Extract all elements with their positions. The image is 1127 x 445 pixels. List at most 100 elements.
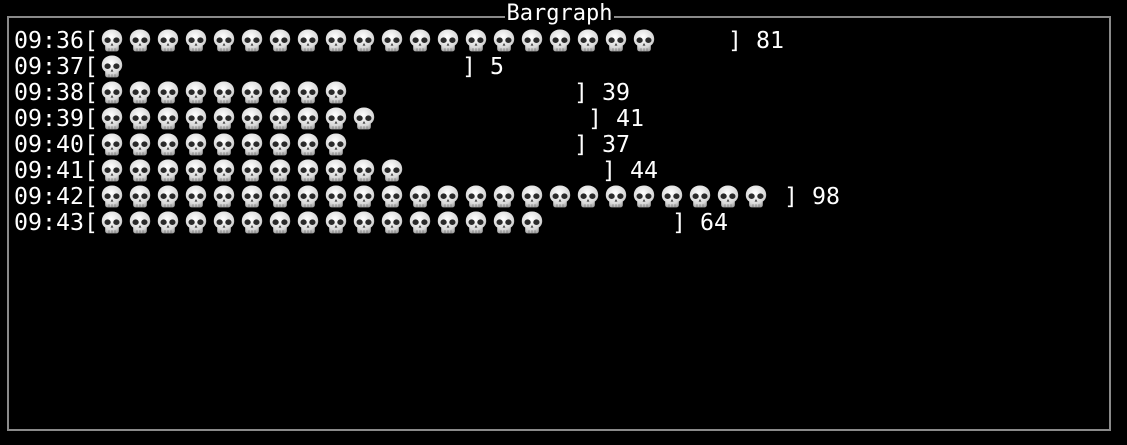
bar-padding bbox=[574, 106, 588, 132]
skull-icon bbox=[98, 54, 126, 80]
row-value: 41 bbox=[616, 105, 644, 132]
bar-padding bbox=[406, 158, 420, 184]
bar-padding bbox=[308, 54, 322, 80]
bar-padding bbox=[378, 106, 392, 132]
skull-icon bbox=[714, 184, 742, 210]
bar-row: 09:40[] 37 bbox=[14, 132, 840, 158]
bar-padding bbox=[364, 80, 378, 106]
bar-padding bbox=[406, 106, 420, 132]
skull-icon bbox=[294, 80, 322, 106]
bar-padding bbox=[686, 28, 700, 54]
skull-icon bbox=[154, 158, 182, 184]
bar-row: 09:41[] 44 bbox=[14, 158, 840, 184]
skull-icon bbox=[238, 132, 266, 158]
skull-icon bbox=[98, 28, 126, 54]
skull-icon bbox=[238, 184, 266, 210]
bar-padding bbox=[420, 80, 434, 106]
skull-icon bbox=[490, 210, 518, 236]
skull-icon bbox=[266, 210, 294, 236]
row-value: 39 bbox=[602, 79, 630, 106]
bar-padding bbox=[126, 54, 140, 80]
skull-icon bbox=[462, 28, 490, 54]
skull-icon bbox=[210, 28, 238, 54]
bar-padding bbox=[546, 106, 560, 132]
bar-padding bbox=[658, 210, 672, 236]
skull-icon bbox=[210, 106, 238, 132]
panel-title: Bargraph bbox=[0, 1, 1119, 26]
skull-icon bbox=[630, 184, 658, 210]
bar-padding bbox=[560, 80, 574, 106]
skull-icon bbox=[322, 184, 350, 210]
skull-icon bbox=[574, 28, 602, 54]
skull-icon bbox=[462, 184, 490, 210]
bar-padding bbox=[560, 132, 574, 158]
spacer bbox=[588, 80, 602, 106]
skull-icon bbox=[294, 158, 322, 184]
bar-padding bbox=[448, 106, 462, 132]
skull-icon bbox=[434, 184, 462, 210]
skull-icon bbox=[658, 184, 686, 210]
bar-padding bbox=[182, 54, 196, 80]
skull-icon bbox=[322, 80, 350, 106]
skull-icon bbox=[602, 184, 630, 210]
skull-icon bbox=[294, 28, 322, 54]
skull-icon bbox=[154, 184, 182, 210]
skull-icon bbox=[126, 210, 154, 236]
bar-padding bbox=[476, 132, 490, 158]
skull-icon bbox=[238, 28, 266, 54]
bar-padding bbox=[280, 54, 294, 80]
bar-padding bbox=[252, 54, 266, 80]
skull-icon bbox=[574, 184, 602, 210]
bar-padding bbox=[490, 106, 504, 132]
skull-icon bbox=[518, 210, 546, 236]
bar-padding bbox=[574, 210, 588, 236]
skull-icon bbox=[126, 184, 154, 210]
close-bracket: ] bbox=[574, 131, 588, 158]
skull-icon bbox=[490, 28, 518, 54]
skull-icon bbox=[602, 28, 630, 54]
row-time: 09:39 bbox=[14, 105, 84, 132]
bar-padding bbox=[490, 132, 504, 158]
skull-icon bbox=[154, 132, 182, 158]
bar-padding bbox=[602, 210, 616, 236]
bar-row: 09:43[] 64 bbox=[14, 210, 840, 236]
skull-icon bbox=[98, 132, 126, 158]
close-bracket: ] bbox=[672, 209, 686, 236]
bar-padding bbox=[322, 54, 336, 80]
skull-icon bbox=[154, 210, 182, 236]
row-value: 5 bbox=[490, 53, 504, 80]
bar-padding bbox=[448, 132, 462, 158]
bar-padding bbox=[364, 132, 378, 158]
skull-icon bbox=[182, 28, 210, 54]
bar-padding bbox=[434, 158, 448, 184]
bar-padding bbox=[434, 80, 448, 106]
skull-icon bbox=[518, 28, 546, 54]
bar-padding bbox=[392, 106, 406, 132]
bar-padding bbox=[518, 106, 532, 132]
panel-title-text: Bargraph bbox=[504, 1, 615, 26]
row-value: 98 bbox=[812, 183, 840, 210]
bar-padding bbox=[476, 80, 490, 106]
spacer bbox=[588, 132, 602, 158]
skull-icon bbox=[238, 106, 266, 132]
bar-padding bbox=[532, 132, 546, 158]
row-time: 09:43 bbox=[14, 209, 84, 236]
bar-row: 09:42[] 98 bbox=[14, 184, 840, 210]
skull-icon bbox=[210, 80, 238, 106]
open-bracket: [ bbox=[84, 131, 98, 158]
skull-icon bbox=[210, 210, 238, 236]
skull-icon bbox=[126, 28, 154, 54]
close-bracket: ] bbox=[588, 105, 602, 132]
skull-icon bbox=[294, 106, 322, 132]
bar-padding bbox=[462, 106, 476, 132]
skull-icon bbox=[98, 184, 126, 210]
skull-icon bbox=[322, 106, 350, 132]
spacer bbox=[616, 158, 630, 184]
bar-padding bbox=[336, 54, 350, 80]
bar-padding bbox=[518, 80, 532, 106]
bar-padding bbox=[448, 158, 462, 184]
skull-icon bbox=[266, 80, 294, 106]
skull-icon bbox=[126, 132, 154, 158]
bar-padding bbox=[630, 210, 644, 236]
bar-padding bbox=[532, 106, 546, 132]
